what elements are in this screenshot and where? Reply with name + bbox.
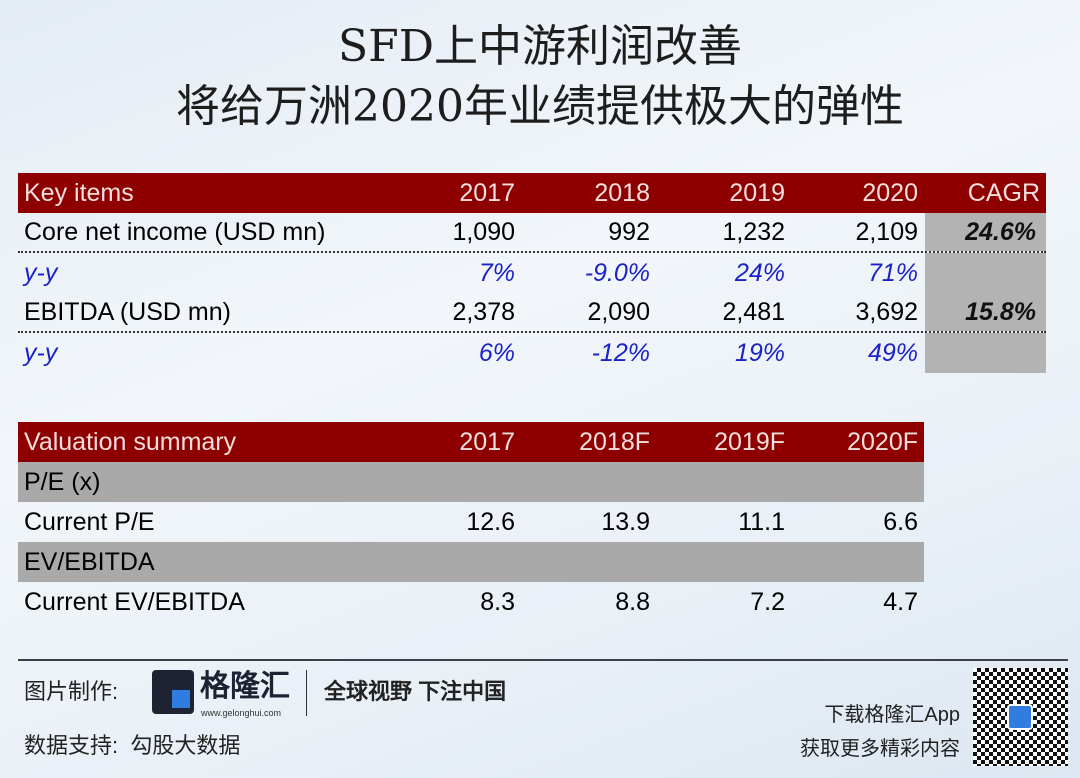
- cell: 2,090: [587, 298, 650, 326]
- cell: 6%: [478, 339, 515, 367]
- key-items-row: y-y 7% -9.0% 24% 71%: [18, 253, 1046, 293]
- row-label: EBITDA (USD mn): [24, 298, 231, 326]
- brand-name: 格隆汇: [200, 670, 290, 703]
- key-items-row: y-y 6% -12% 19% 49%: [18, 333, 1046, 373]
- cell: 7%: [478, 259, 515, 287]
- cell: 1,232: [722, 218, 785, 246]
- footer-separator: [306, 670, 307, 716]
- cell: 49%: [867, 339, 918, 367]
- cell: 71%: [867, 259, 918, 287]
- made-by-label: 图片制作:: [24, 679, 119, 704]
- cell: 12.6: [466, 508, 515, 536]
- cell: -9.0%: [584, 259, 650, 287]
- qr-code-icon[interactable]: [973, 668, 1068, 766]
- download-app-text: 下载格隆汇App: [824, 704, 960, 726]
- brand-url: www.gelonghui.com: [201, 708, 282, 718]
- cagr-cell: 15.8%: [925, 293, 1046, 331]
- header-2020: 2020: [862, 179, 918, 207]
- cagr-cell: [925, 333, 1046, 373]
- cell: 13.9: [601, 508, 650, 536]
- key-items-table: Key items 2017 2018 2019 2020 CAGR Core …: [18, 173, 1046, 373]
- header-cagr: CAGR: [967, 179, 1040, 207]
- header-2017: 2017: [459, 428, 515, 456]
- more-content-text: 获取更多精彩内容: [800, 738, 960, 760]
- valuation-header: Valuation summary 2017 2018F 2019F 2020F: [18, 422, 924, 462]
- data-support: 数据支持: 勾股大数据: [24, 733, 241, 758]
- row-label: y-y: [24, 259, 58, 287]
- row-label: Core net income (USD mn): [24, 218, 326, 246]
- cell: 24%: [734, 259, 785, 287]
- section-ev-ebitda: EV/EBITDA: [18, 542, 924, 582]
- cell: 2,109: [855, 218, 918, 246]
- cell: 2,378: [452, 298, 515, 326]
- header-label: Key items: [24, 179, 134, 207]
- cell: 4.7: [883, 588, 918, 616]
- title-line-1: SFD上中游利润改善: [338, 21, 742, 72]
- cell: 8.3: [480, 588, 515, 616]
- section-ev-label: EV/EBITDA: [24, 548, 155, 576]
- header-2019: 2019: [729, 179, 785, 207]
- cell: 11.1: [738, 508, 785, 536]
- header-2018: 2018: [594, 179, 650, 207]
- key-items-row: Core net income (USD mn) 1,090 992 1,232 2,1…: [18, 213, 1046, 253]
- valuation-table: Valuation summary 2017 2018F 2019F 2020F…: [18, 422, 924, 622]
- row-label: Current P/E: [24, 508, 155, 536]
- cell: 19%: [734, 339, 785, 367]
- row-label: y-y: [24, 339, 58, 367]
- header-2018f: 2018F: [579, 428, 650, 456]
- current-pe-row: Current P/E 12.6 13.9 11.1 6.6: [18, 502, 924, 542]
- header-2017: 2017: [459, 179, 515, 207]
- slogan: 全球视野 下注中国: [324, 679, 507, 704]
- header-2019f: 2019F: [714, 428, 785, 456]
- cagr-cell: [925, 253, 1046, 293]
- cell: 992: [608, 218, 650, 246]
- header-2020f: 2020F: [847, 428, 918, 456]
- cell: 3,692: [855, 298, 918, 326]
- cell: 6.6: [883, 508, 918, 536]
- footer-divider: [18, 659, 1068, 661]
- section-pe-label: P/E (x): [24, 468, 101, 496]
- cell: 2,481: [722, 298, 785, 326]
- key-items-header: Key items 2017 2018 2019 2020 CAGR: [18, 173, 1046, 213]
- current-ev-row: Current EV/EBITDA 8.3 8.8 7.2 4.7: [18, 582, 924, 622]
- cell: 7.2: [750, 588, 785, 616]
- title-line-2: 将给万洲2020年业绩提供极大的弹性: [176, 81, 904, 132]
- section-pe: P/E (x): [18, 462, 924, 502]
- row-label: Current EV/EBITDA: [24, 588, 245, 616]
- header-label: Valuation summary: [24, 428, 237, 456]
- cagr-cell: 24.6%: [925, 213, 1046, 251]
- cell: -12%: [591, 339, 650, 367]
- cell: 1,090: [452, 218, 515, 246]
- cell: 8.8: [615, 588, 650, 616]
- gelonghui-logo-icon: [152, 670, 194, 714]
- key-items-row: EBITDA (USD mn) 2,378 2,090 2,481 3,692 15.8%: [18, 293, 1046, 333]
